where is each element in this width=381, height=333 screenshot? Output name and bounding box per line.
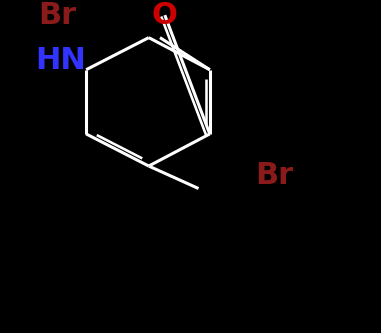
Text: HN: HN (35, 46, 86, 75)
Text: Br: Br (255, 161, 293, 190)
Text: O: O (152, 1, 178, 30)
Text: Br: Br (38, 1, 76, 30)
